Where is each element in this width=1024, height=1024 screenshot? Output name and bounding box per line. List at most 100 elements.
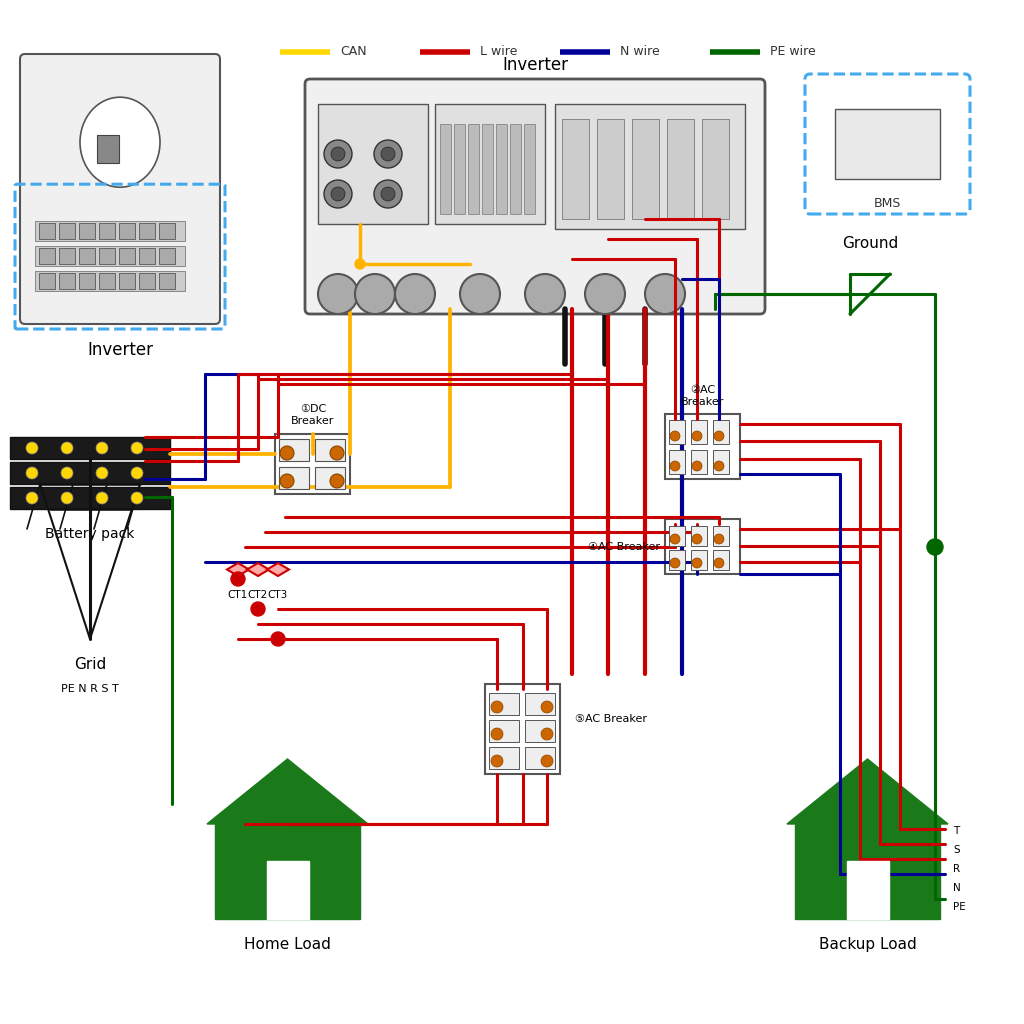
Circle shape [692,558,702,568]
Text: CT1: CT1 [228,590,248,600]
Text: PE: PE [953,902,966,912]
Bar [669,450,685,474]
Bar [489,746,519,769]
Bar [667,119,694,219]
Bar [555,104,745,229]
Circle shape [395,274,435,314]
Bar [489,720,519,742]
Bar [139,273,155,289]
Circle shape [374,180,402,208]
Bar [315,467,345,489]
Bar [159,248,175,264]
Bar [159,273,175,289]
Bar [485,684,560,774]
Bar [669,550,685,570]
Bar [99,248,115,264]
Circle shape [670,461,680,471]
Text: S: S [953,845,959,855]
Text: N: N [953,883,961,893]
Bar [440,124,451,214]
Circle shape [96,442,108,454]
Bar [524,124,535,214]
FancyBboxPatch shape [805,74,970,214]
Text: R: R [953,864,961,874]
Circle shape [61,467,73,479]
Bar [318,104,428,224]
Bar [510,124,521,214]
Circle shape [324,180,352,208]
Bar [119,273,135,289]
Circle shape [460,274,500,314]
Bar [847,861,889,919]
Bar [79,223,95,239]
Bar [215,824,360,919]
Circle shape [251,602,265,616]
Bar [468,124,479,214]
Bar [593,284,617,309]
Circle shape [490,701,503,713]
Bar [691,420,707,444]
Text: Backup Load: Backup Load [818,937,916,952]
Circle shape [670,534,680,544]
Bar [597,119,624,219]
Text: Inverter: Inverter [502,56,568,74]
Polygon shape [207,759,368,824]
Text: CAN: CAN [340,45,367,58]
Text: CT3: CT3 [268,590,288,600]
Bar [403,284,427,309]
Bar [534,284,557,309]
Bar [35,221,185,241]
Circle shape [318,274,358,314]
Circle shape [714,461,724,471]
Circle shape [381,147,395,161]
Circle shape [61,492,73,504]
Circle shape [330,446,344,460]
Bar [665,519,740,574]
Circle shape [381,187,395,201]
Bar [10,462,170,484]
Circle shape [927,539,943,555]
Bar [79,248,95,264]
Bar [713,420,729,444]
Circle shape [331,147,345,161]
Circle shape [692,461,702,471]
Bar [279,467,309,489]
Circle shape [330,474,344,488]
Bar [525,746,555,769]
FancyBboxPatch shape [305,79,765,314]
Bar [653,284,677,309]
Bar [562,119,589,219]
Bar [691,450,707,474]
Bar [279,439,309,461]
Circle shape [61,442,73,454]
Text: ⑤AC Breaker: ⑤AC Breaker [575,714,647,724]
Circle shape [490,728,503,740]
Text: Battery pack: Battery pack [45,527,135,541]
Bar [99,223,115,239]
Bar [139,248,155,264]
Circle shape [670,558,680,568]
Text: ④AC Breaker: ④AC Breaker [588,542,660,552]
Circle shape [374,140,402,168]
Text: N wire: N wire [620,45,659,58]
Circle shape [26,467,38,479]
Circle shape [541,755,553,767]
Text: PE N R S T: PE N R S T [61,684,119,694]
Bar [59,248,75,264]
Circle shape [692,431,702,441]
Bar [315,439,345,461]
Circle shape [280,446,294,460]
Bar [525,720,555,742]
Text: L wire: L wire [480,45,517,58]
Bar [326,284,350,309]
Bar [795,824,940,919]
Polygon shape [787,759,948,824]
Bar [10,437,170,459]
Circle shape [324,140,352,168]
Bar [525,693,555,715]
Bar [35,246,185,266]
Bar [665,414,740,479]
Circle shape [131,467,143,479]
Polygon shape [247,563,269,575]
Circle shape [355,274,395,314]
